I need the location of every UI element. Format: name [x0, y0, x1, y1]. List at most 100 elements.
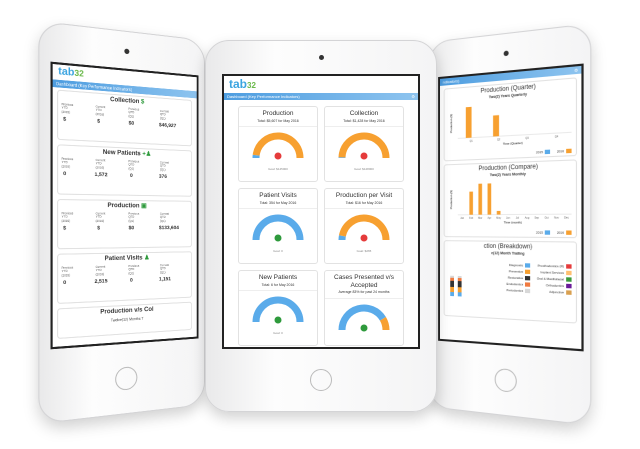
kpi-stat-card[interactable]: Collection $ Previous YTD (2015) $ Current … — [57, 89, 193, 147]
ipad-left: tab32 Dashboard (Key Performance Indicat… — [38, 20, 205, 425]
bar-chart: Jan Feb Mar Apr May Jun Jul Aug Sep Oct Nov Dec Time… — [449, 183, 576, 225]
gauge-achieved — [252, 296, 304, 323]
camera — [503, 50, 509, 57]
legend-item[interactable]: Orthodontics — [537, 283, 572, 289]
tick-label: Nov — [554, 216, 560, 219]
gauge-achieved — [338, 304, 386, 330]
speedometer-icon — [360, 152, 368, 160]
bar-segment — [457, 277, 462, 282]
tick-label: Oct — [544, 216, 548, 219]
gauge-achieved — [252, 214, 304, 241]
legend-item[interactable]: 2016 — [557, 148, 572, 154]
x-axis-label: Time (month) — [504, 220, 522, 224]
legend-item[interactable]: Periodontics — [506, 288, 531, 294]
tick-label: Jun — [506, 217, 511, 220]
kpi-icon: +♟ — [142, 151, 152, 158]
legend-item[interactable]: Prosthodontics (R) — [537, 264, 572, 269]
tick-label: Q1 — [470, 140, 474, 143]
kpi-summary-screen: tab32 Dashboard (Key Performance Indicat… — [50, 61, 199, 350]
speedometer-icon — [274, 316, 282, 324]
tick-label: Q4 — [555, 135, 559, 139]
gauge — [252, 132, 304, 160]
legend-item[interactable]: Preventive — [506, 269, 531, 275]
bar-segment — [457, 275, 462, 279]
bar — [478, 183, 483, 215]
kpi-card[interactable]: Production per Visit Total: $16 for May 2… — [324, 188, 404, 264]
kpi-icon: ▣ — [141, 203, 147, 210]
kpi-card[interactable]: New Patients Total: 6 for May 2016 Goal: … — [238, 270, 318, 346]
kpi-card[interactable]: Production Total: $5,607 for May 2016 Goa… — [238, 106, 318, 182]
speedometer-icon — [274, 152, 282, 160]
camera — [123, 48, 129, 55]
speedometer-icon — [274, 234, 282, 242]
kpi-card[interactable]: Patient Visits Total: 354 for May 2016 Go… — [238, 188, 318, 264]
tick-label: Jul — [516, 216, 520, 219]
bar-chart: Q1 Q2 Q3 Q4 Time (Quarter) Production ($) — [449, 106, 576, 146]
gauge-remaining — [338, 132, 390, 159]
bar-segment — [450, 275, 455, 278]
home-button[interactable] — [310, 369, 332, 391]
bar — [487, 183, 492, 215]
legend-item[interactable]: Oral & Maxillofacial — [537, 276, 572, 282]
bar-segment — [450, 291, 455, 297]
kpi-stat-card[interactable]: Patient Visits ♟ Previous YTD (2015) 0 Curr… — [57, 251, 193, 305]
tick-label: Mar — [478, 217, 482, 220]
tick-label: Apr — [487, 217, 491, 220]
tick-label: Feb — [469, 217, 474, 220]
kpi-card[interactable]: Collection Total: $1,428 for May 2016 Goa… — [324, 106, 404, 182]
legend-item[interactable]: Implant Services — [537, 270, 572, 276]
gauge-remaining — [338, 214, 390, 241]
camera — [319, 55, 324, 60]
tick-label: May — [496, 217, 502, 220]
tick-label: Dec — [564, 216, 570, 219]
kpi-stat-card[interactable]: Production ▣ Previous YTD (2015) $ Current … — [57, 198, 193, 250]
legend-item[interactable]: 2015 — [536, 149, 551, 155]
legend-item[interactable]: 2016 — [557, 230, 572, 235]
gauge — [252, 214, 304, 242]
logo: tab32 — [229, 77, 256, 91]
gauge — [338, 132, 390, 160]
speedometer-icon — [360, 324, 368, 331]
bar — [496, 210, 501, 215]
legend-item[interactable]: Diagnostic — [506, 263, 531, 268]
kpi-icon: $ — [140, 99, 145, 106]
chart-card: ction (Breakdown) e(12) Month Trailing Dia… — [443, 240, 578, 324]
bar-segment — [450, 277, 455, 281]
bar-segment — [457, 292, 462, 297]
stacked-bar-chart — [450, 275, 462, 297]
kpi-icon: ♟ — [144, 255, 150, 262]
dashboard-screen: tab32 Dashboard (Key Performance Indicat… — [222, 74, 420, 349]
bar — [469, 191, 473, 215]
y-axis-label: Production ($) — [449, 114, 453, 133]
tick-label: Sep — [534, 216, 539, 219]
settings-icon[interactable]: ⚙ — [574, 67, 579, 74]
tick-label: Aug — [525, 216, 530, 219]
tick-label: Q2 — [497, 138, 501, 141]
legend-item[interactable]: 2015 — [536, 230, 551, 235]
y-axis-label: Production ($) — [449, 190, 453, 209]
home-button[interactable] — [494, 367, 517, 394]
kpi-stat-card[interactable]: New Patients +♟ Previous YTD (2015) 0 Curre… — [57, 144, 193, 197]
bar — [465, 106, 472, 138]
settings-icon[interactable]: ⚙ — [411, 94, 415, 99]
kpi-card[interactable]: Cases Presented v/s Accepted Average 83% … — [324, 270, 404, 346]
legend-item[interactable]: Restorative — [506, 275, 531, 281]
gauge — [338, 214, 390, 242]
gauge — [252, 296, 304, 324]
legend-item[interactable]: Endodontics — [506, 282, 531, 287]
chart-card: Production (Compare) Two(2) Years Monthly… — [443, 159, 578, 239]
tick-label: Jan — [460, 217, 464, 220]
ipad-right: ndicators) ⚙ Production (Quarter) Two(2) Y… — [428, 23, 592, 426]
bar — [493, 115, 500, 137]
production-vs-collection-card: Production v/s Col Twelve(12) Months T — [57, 301, 193, 340]
ipad-center: tab32 Dashboard (Key Performance Indicat… — [205, 40, 437, 412]
gauge — [338, 304, 390, 331]
bar-segment — [457, 281, 462, 288]
x-axis-label: Time (Quarter) — [503, 141, 523, 146]
legend-item[interactable]: Adjunctive — [537, 289, 572, 295]
bar-segment — [457, 287, 462, 293]
bar-segment — [450, 280, 455, 288]
home-button[interactable] — [114, 365, 137, 392]
tick-label: Q3 — [525, 137, 529, 141]
gauge-remaining — [252, 132, 304, 159]
